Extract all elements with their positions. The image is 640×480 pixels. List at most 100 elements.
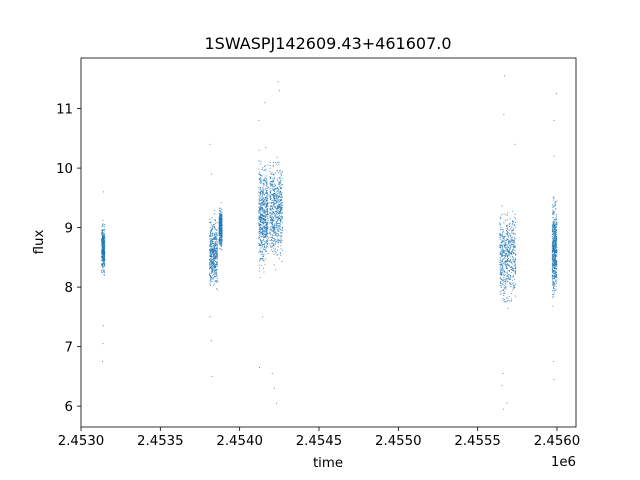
data-point [277,199,279,201]
data-point [260,253,262,255]
y-tick-label: 7 [65,341,73,356]
data-point [269,165,271,167]
data-point [511,255,514,257]
data-point [261,250,264,252]
data-point [513,245,515,247]
data-point [280,187,282,189]
data-point [272,207,274,210]
data-point [259,219,262,221]
data-point [211,271,213,273]
data-point [503,255,505,257]
data-point [270,209,272,211]
data-point [212,262,214,264]
data-point [505,214,507,216]
data-point [502,231,504,233]
data-point [103,251,105,253]
data-point [259,229,261,231]
data-point [504,301,506,303]
data-point [501,231,503,233]
data-point [261,219,263,221]
data-point [263,193,265,196]
data-point [555,229,557,231]
data-point [258,199,260,201]
data-point [510,286,512,288]
data-point [211,266,213,268]
data-point [259,163,261,165]
data-point [554,261,556,263]
data-point [260,224,262,226]
data-point [509,260,512,262]
data-point [511,269,514,271]
data-point [275,216,277,219]
data-point [277,188,279,190]
data-point [266,216,268,218]
data-point [216,229,218,231]
data-point [210,230,212,232]
data-point [503,246,505,248]
data-point [263,230,265,232]
data-point [556,265,558,267]
data-point [500,217,502,220]
data-point [261,251,263,253]
data-point [281,195,283,197]
data-point [280,234,282,236]
data-point [264,243,266,245]
data-point [507,275,509,277]
data-point [505,232,507,235]
data-point [511,272,513,274]
data-point [265,178,267,180]
x-tick-label: 2.4545 [296,434,343,449]
data-point [556,250,558,252]
data-point [278,200,280,202]
data-point [101,256,103,258]
data-point [510,266,512,269]
data-point [258,231,260,233]
data-point [261,232,263,234]
data-point [551,250,553,252]
data-point [502,298,504,300]
data-point [101,251,103,253]
data-point [211,235,213,237]
data-point [275,218,277,220]
data-point [272,226,275,228]
data-point [212,240,214,242]
data-point [220,243,222,245]
data-point [209,232,211,234]
data-point [269,161,271,163]
outlier-point [210,340,212,342]
data-point [512,259,514,261]
data-point [509,283,511,286]
data-point [272,221,274,224]
data-point [259,218,262,220]
data-point [507,251,509,253]
data-point [215,280,217,282]
data-point [511,232,513,234]
data-point [103,232,105,234]
data-point [270,215,272,217]
data-point [212,225,214,227]
data-point [271,199,273,202]
data-point [514,259,516,261]
data-point [213,271,215,273]
data-point [500,226,502,228]
outlier-point [277,81,279,83]
data-point [272,219,274,221]
data-point [209,255,211,257]
data-point [271,181,273,183]
data-point [274,184,276,186]
data-point [210,281,212,283]
data-point [261,213,263,215]
data-point [260,257,262,259]
data-point [264,206,266,208]
data-point [277,203,279,205]
data-point [278,230,280,232]
data-point [503,281,505,283]
data-point [506,231,508,233]
data-point [259,250,262,252]
data-point [260,160,262,162]
data-point [209,272,211,274]
data-point [281,261,283,263]
data-point [277,216,279,218]
data-point [503,271,505,273]
data-point [218,234,220,236]
